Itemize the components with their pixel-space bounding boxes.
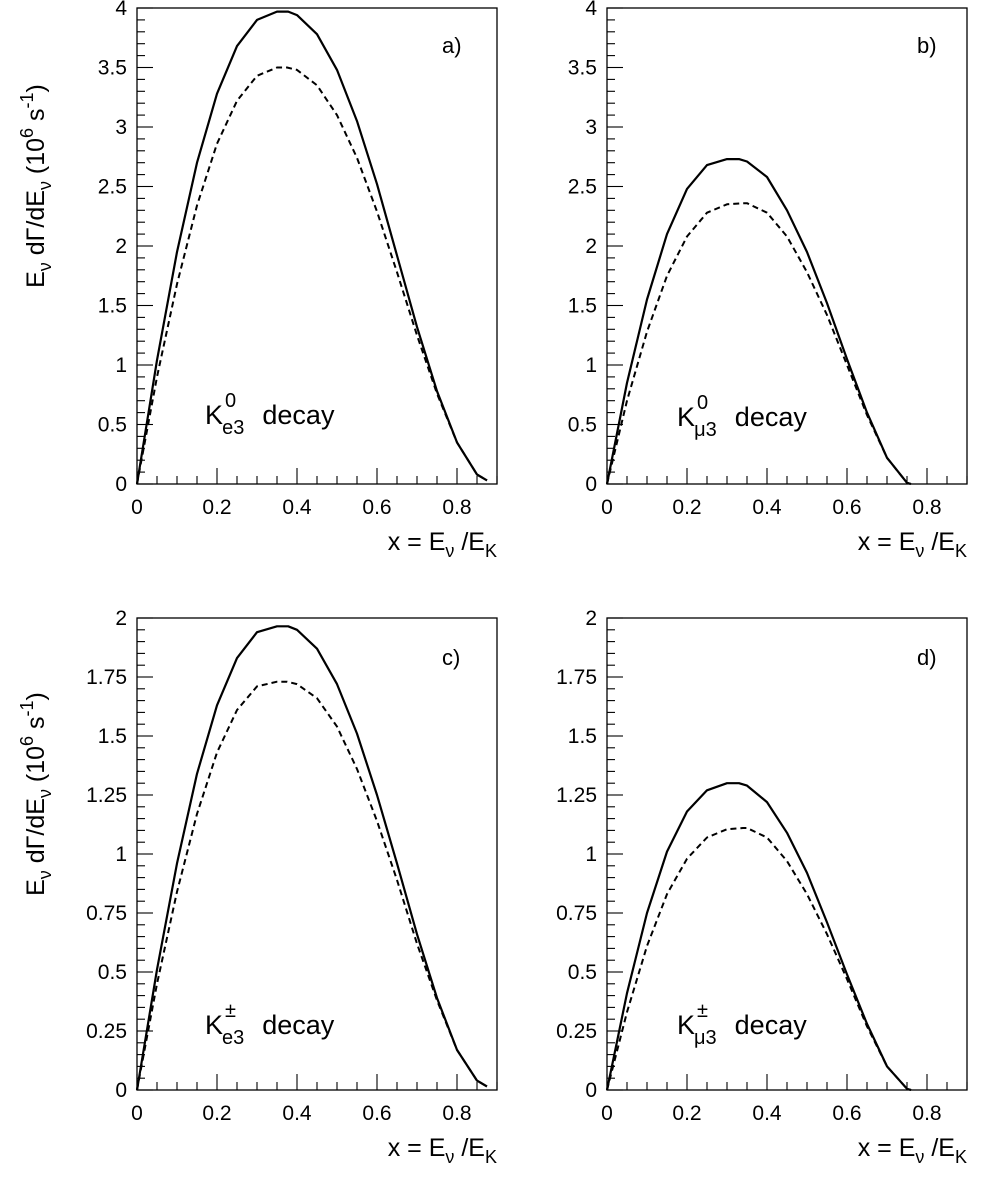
y-axis-title: Eν dΓ/dEν (106 s-1) [17,84,55,288]
decay-annotation: K 0 e3 decay [205,390,335,439]
x-tick-label: 0 [601,496,613,519]
x-tick-label: 0.2 [672,1102,701,1125]
y-tick-label: 0.5 [98,961,127,984]
y-tick-label: 0.25 [556,1020,597,1043]
y-tick-label: 0.25 [86,1020,127,1043]
y-tick-label: 1 [585,843,597,866]
solid-curve [605,158,912,486]
panel-label: b) [917,33,937,58]
solid-curve [135,10,488,485]
dashed-curve [136,680,488,1091]
solid-curve [605,782,912,1092]
y-tick-label: 2 [115,607,127,630]
dashed-curve [136,66,488,485]
solid-curve [135,625,488,1091]
y-tick-label: 2.5 [568,176,597,199]
x-tick-label: 0.6 [362,1102,391,1125]
y-tick-label: 3.5 [568,57,597,80]
x-tick-label: 0.4 [282,1102,312,1125]
x-tick-label: 0.8 [442,496,471,519]
panel-label: c) [442,645,460,670]
x-tick-label: 0.6 [832,1102,861,1125]
y-tick-label: 0.75 [556,902,597,925]
y-tick-label: 0 [585,473,597,496]
panel-4: 0 0.2 0.4 0.6 0.8 0 0.25 0.5 0.75 1 1.25 1.5 1.75 2 d)… [556,607,968,1167]
y-tick-label: 1.5 [98,295,127,318]
y-tick-label: 3 [585,116,597,139]
y-tick-label: 0.5 [98,414,127,437]
x-tick-label: 0.2 [672,496,701,519]
x-axis-title: x = Eν /EK [388,528,497,561]
y-tick-label: 2 [585,607,597,630]
dashed-curve [606,827,912,1091]
x-tick-label: 0.2 [202,496,231,519]
y-tick-label: 3.5 [98,57,127,80]
x-axis-title: x = Eν /EK [858,1134,967,1167]
y-tick-label: 0.75 [86,902,127,925]
y-tick-label: 1.25 [556,784,597,807]
y-tick-label: 4 [585,0,597,20]
y-tick-label: 1 [115,843,127,866]
x-axis-title: x = Eν /EK [858,528,967,561]
x-tick-label: 0.8 [912,496,941,519]
decay-annotation: K ± e3 decay [205,1000,335,1049]
panel-3: 0 0.2 0.4 0.6 0.8 0 0.25 0.5 0.75 1 1.25 1.5 1.75 2 c)… [17,607,498,1167]
x-tick-label: 0.4 [752,496,782,519]
panel-label: a) [442,33,462,58]
y-tick-label: 1.5 [98,725,127,748]
x-tick-label: 0.2 [202,1102,231,1125]
y-tick-label: 1.5 [568,725,597,748]
dashed-curve [606,202,912,485]
panel-2: 0 0.2 0.4 0.6 0.8 0 0.5 1 1.5 2 2.5 3 3.5 4 b) K 0 μ3 deca… [568,0,968,561]
y-tick-label: 0 [115,1079,127,1102]
x-tick-label: 0 [131,1102,143,1125]
x-axis-title: x = Eν /EK [388,1134,497,1167]
y-tick-label: 1 [585,354,597,377]
x-tick-label: 0 [601,1102,613,1125]
y-tick-label: 1 [115,354,127,377]
y-tick-label: 1.75 [556,666,597,689]
x-tick-label: 0.4 [752,1102,782,1125]
x-tick-label: 0.6 [832,496,861,519]
y-tick-label: 4 [115,0,127,20]
x-tick-label: 0 [131,496,143,519]
x-tick-label: 0.8 [442,1102,471,1125]
panel-1: 0 0.2 0.4 0.6 0.8 0 0.5 1 1.5 2 2.5 3 3.5 4 a) K 0 e3 deca… [17,0,498,561]
x-tick-label: 0.4 [282,496,312,519]
y-tick-label: 2.5 [98,176,127,199]
decay-annotation: K 0 μ3 decay [677,392,807,441]
x-tick-label: 0.6 [362,496,391,519]
y-tick-label: 2 [115,235,127,258]
y-tick-label: 0.5 [568,961,597,984]
y-tick-label: 0 [585,1079,597,1102]
panel-label: d) [917,645,937,670]
y-tick-label: 1.75 [86,666,127,689]
y-tick-label: 3 [115,116,127,139]
x-tick-label: 0.8 [912,1102,941,1125]
y-tick-label: 1.25 [86,784,127,807]
y-tick-label: 0.5 [568,414,597,437]
y-tick-label: 0 [115,473,127,496]
y-tick-label: 1.5 [568,295,597,318]
y-axis-title: Eν dΓ/dEν (106 s-1) [17,692,55,896]
decay-annotation: K ± μ3 decay [677,1000,807,1049]
y-tick-label: 2 [585,235,597,258]
